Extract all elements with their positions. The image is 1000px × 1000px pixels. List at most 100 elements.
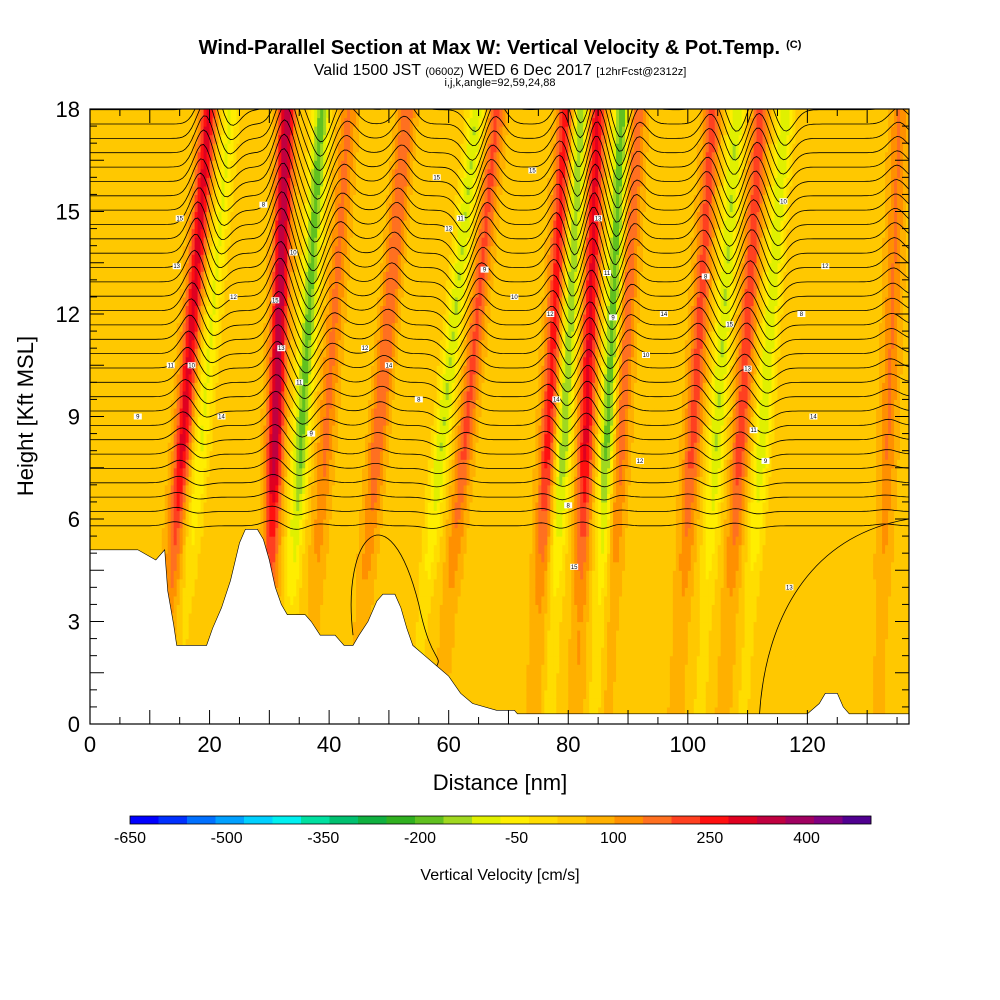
field-cell [206, 519, 211, 529]
field-cell [98, 168, 103, 178]
field-cell [221, 109, 226, 119]
field-cell [98, 143, 103, 153]
field-cell [98, 527, 103, 537]
field-cell [203, 442, 208, 452]
field-cell [95, 407, 100, 418]
field-cell [110, 151, 115, 161]
field-cell [296, 570, 300, 580]
field-cell [122, 339, 127, 349]
field-cell [209, 271, 214, 281]
field-cell [284, 382, 288, 392]
field-cell [194, 390, 199, 401]
field-cell [209, 177, 214, 187]
field-cell [92, 254, 97, 264]
field-cell [188, 339, 193, 349]
field-cell [170, 237, 175, 247]
field-cell [92, 356, 97, 366]
field-cell [140, 510, 145, 520]
field-cell [152, 536, 157, 546]
field-cell [119, 168, 124, 178]
field-cell [230, 442, 235, 452]
field-cell [209, 399, 214, 409]
field-cell [131, 185, 136, 196]
field-cell [278, 271, 282, 281]
field-cell [206, 126, 211, 136]
field-cell [158, 484, 163, 494]
field-cell [200, 587, 205, 597]
field-cell [272, 425, 276, 435]
field-cell [272, 348, 276, 358]
field-cell [90, 279, 94, 289]
field-cell [281, 365, 285, 375]
field-cell [158, 450, 163, 460]
field-cell [263, 484, 267, 494]
field-cell [293, 467, 297, 477]
field-cell [224, 425, 229, 435]
field-cell [140, 348, 145, 358]
field-cell [227, 314, 232, 324]
field-cell [233, 399, 238, 409]
field-cell [236, 331, 241, 341]
field-cell [206, 595, 211, 606]
field-cell [269, 416, 273, 426]
field-cell [209, 382, 214, 392]
field-cell [146, 484, 151, 494]
field-cell [185, 202, 190, 213]
field-cell [257, 476, 261, 486]
field-cell [263, 399, 267, 409]
field-cell [260, 433, 264, 443]
field-cell [260, 288, 264, 298]
field-cell [215, 587, 220, 597]
field-cell [290, 211, 294, 221]
field-cell [110, 519, 115, 529]
field-cell [158, 254, 163, 264]
field-cell [206, 237, 211, 247]
field-cell [107, 356, 112, 366]
field-cell [194, 185, 199, 196]
field-cell [230, 450, 235, 460]
field-cell [161, 348, 166, 358]
field-cell [227, 536, 232, 546]
field-cell [260, 177, 264, 187]
field-cell [290, 493, 294, 503]
field-cell [104, 211, 109, 221]
field-cell [278, 425, 282, 435]
field-cell [182, 604, 187, 614]
field-cell [293, 604, 297, 614]
field-cell [104, 109, 109, 119]
field-cell [218, 237, 223, 247]
field-cell [158, 348, 163, 358]
field-cell [263, 390, 267, 401]
field-cell [188, 314, 193, 324]
field-cell [272, 416, 276, 426]
field-cell [269, 365, 273, 375]
field-cell [191, 390, 196, 401]
field-cell [164, 109, 169, 119]
field-cell [128, 501, 133, 512]
field-cell [260, 151, 264, 161]
field-cell [143, 245, 148, 255]
field-cell [203, 254, 208, 264]
field-cell [245, 314, 250, 324]
field-cell [146, 126, 151, 136]
field-cell [116, 322, 121, 332]
field-cell [119, 228, 124, 238]
field-cell [191, 536, 196, 546]
field-cell [107, 331, 112, 341]
field-cell [101, 271, 106, 281]
field-cell [164, 476, 169, 486]
field-cell [98, 117, 103, 127]
field-cell [233, 390, 238, 401]
field-cell [290, 134, 294, 144]
field-cell [269, 407, 273, 418]
field-cell [185, 322, 190, 332]
field-cell [107, 305, 112, 315]
field-cell [290, 339, 294, 349]
field-cell [269, 202, 273, 213]
field-cell [290, 442, 294, 452]
field-cell [197, 536, 202, 546]
field-cell [278, 399, 282, 409]
field-cell [170, 425, 175, 435]
field-cell [221, 322, 226, 332]
field-cell [125, 348, 130, 358]
